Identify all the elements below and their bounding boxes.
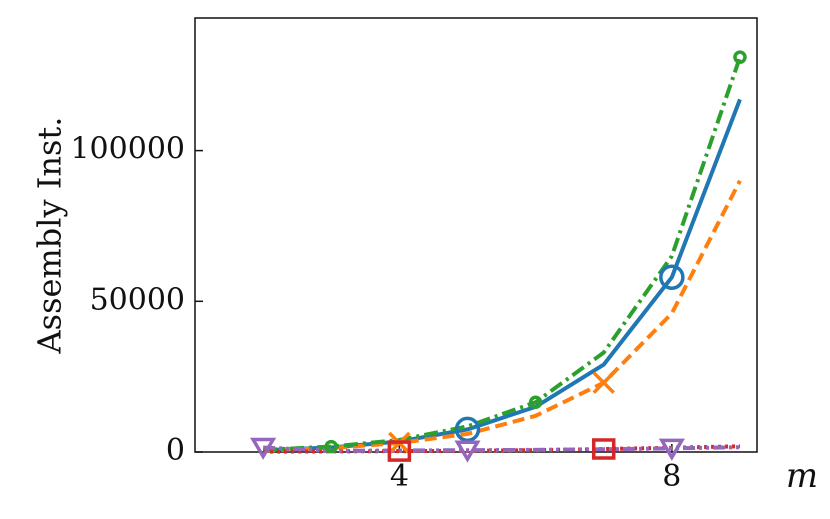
marker bbox=[324, 439, 338, 454]
series-line bbox=[263, 56, 742, 452]
marker bbox=[250, 437, 277, 460]
marker bbox=[659, 264, 685, 290]
y-tick-label: 50000 bbox=[90, 282, 185, 317]
marker bbox=[528, 395, 543, 410]
x-axis-label: m bbox=[786, 456, 818, 496]
marker bbox=[658, 438, 685, 461]
series-line bbox=[263, 445, 741, 453]
series-line bbox=[263, 444, 741, 454]
marker bbox=[454, 440, 481, 463]
plot-frame bbox=[194, 17, 758, 453]
marker bbox=[592, 371, 615, 394]
x-tick-label: 8 bbox=[662, 459, 681, 494]
marker bbox=[454, 416, 481, 443]
y-tick-label: 100000 bbox=[70, 132, 185, 167]
marker bbox=[733, 50, 747, 64]
series-line bbox=[263, 179, 742, 453]
series-line bbox=[263, 98, 742, 453]
x-tick-label: 4 bbox=[390, 459, 409, 494]
y-axis-label: Assembly Inst. bbox=[31, 117, 69, 355]
y-tick-label: 0 bbox=[166, 433, 185, 468]
marker bbox=[387, 440, 412, 462]
marker bbox=[591, 438, 616, 460]
